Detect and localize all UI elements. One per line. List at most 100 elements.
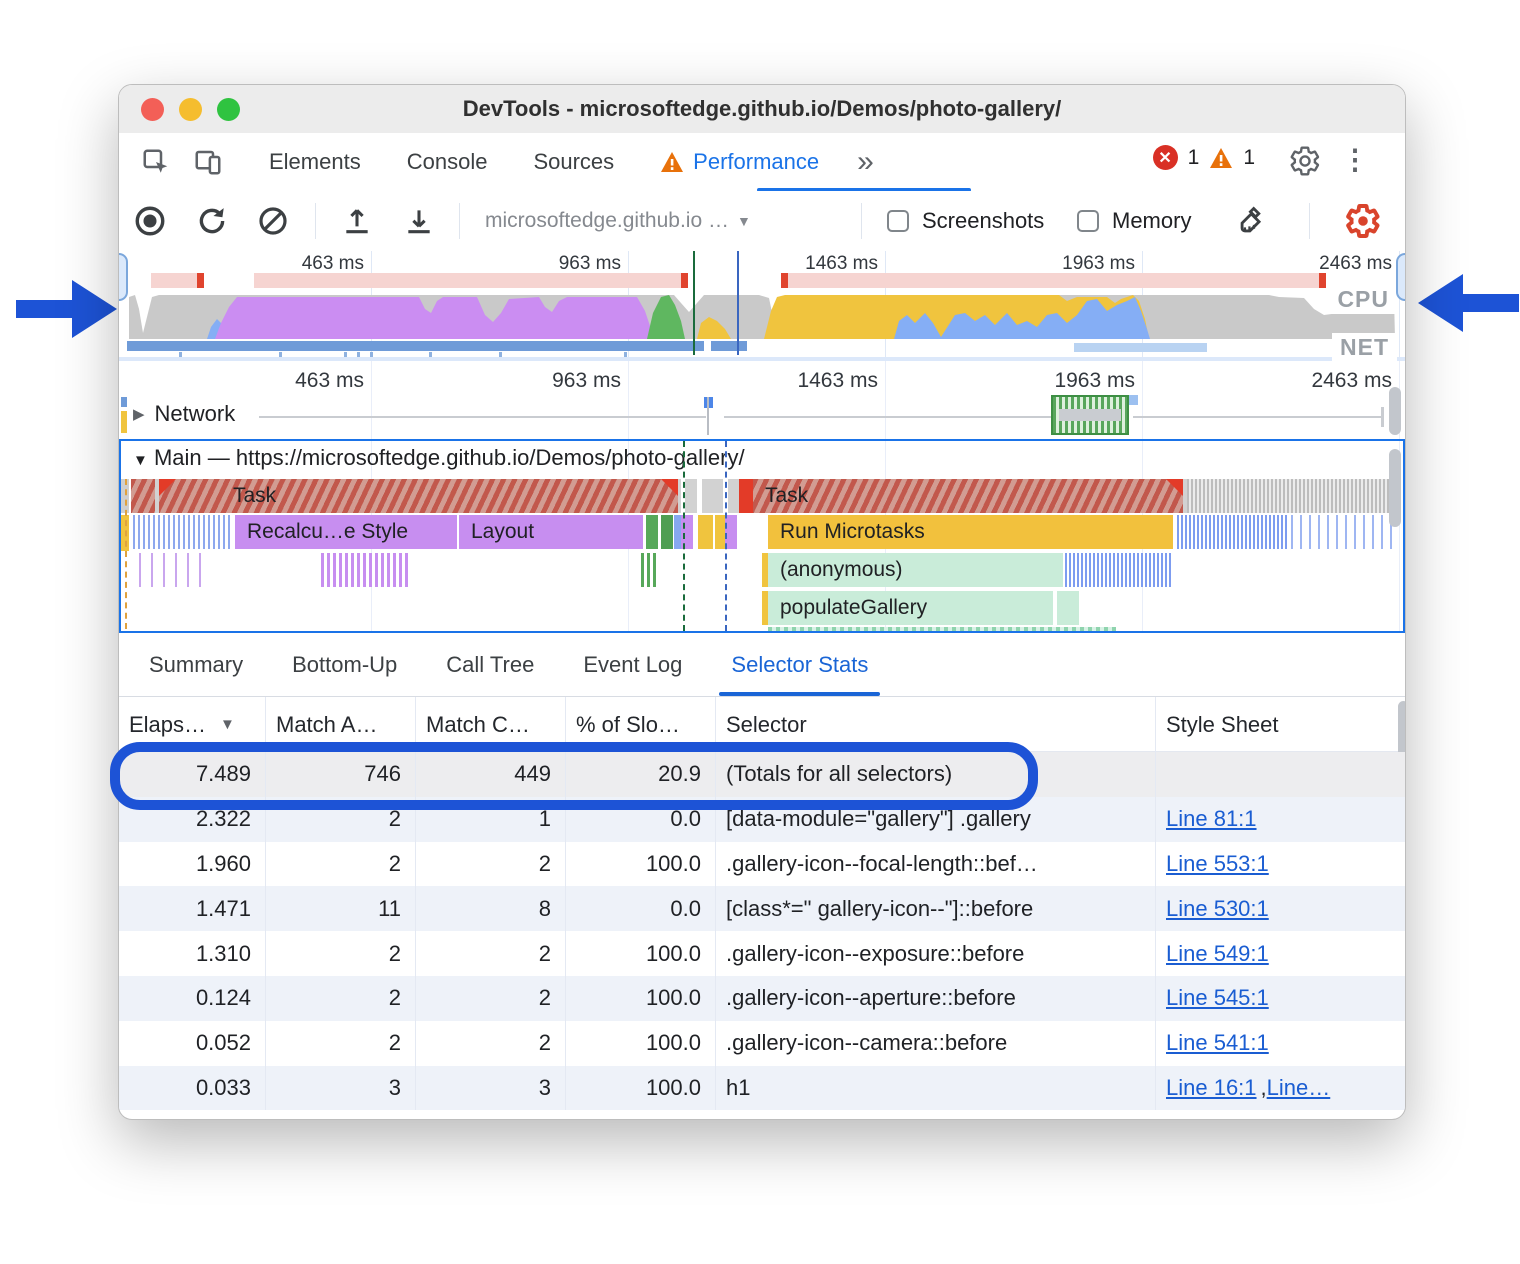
col-header-elapsed[interactable]: Elaps… ▼	[119, 697, 266, 752]
main-thread-header[interactable]: ▼ Main — https://microsoftedge.github.io…	[133, 445, 745, 471]
inspect-element-icon[interactable]	[141, 147, 171, 177]
device-toolbar-icon[interactable]	[193, 147, 223, 177]
net-overview-bar	[127, 341, 704, 351]
main-scrollbar-thumb[interactable]	[1389, 449, 1401, 527]
network-scrollbar-thumb[interactable]	[1389, 387, 1401, 435]
history-select[interactable]: microsoftedge.github.io … ▼	[485, 191, 751, 251]
layout-bar[interactable]: Layout	[459, 515, 643, 549]
table-row[interactable]: 0.124 2 2 100.0 .gallery-icon--aperture:…	[119, 975, 1405, 1021]
run-microtasks-bar[interactable]: Run Microtasks	[768, 515, 1173, 549]
style-sheet-link[interactable]: Line…	[1266, 1074, 1331, 1100]
table-scrollbar-thumb[interactable]	[1398, 701, 1405, 777]
network-request[interactable]	[1129, 395, 1138, 405]
collect-garbage-icon[interactable]	[1235, 204, 1269, 238]
table-row[interactable]: 2.322 2 1 0.0 [data-module="gallery"] .g…	[119, 796, 1405, 842]
style-sheet-link[interactable]: Line 545:1	[1166, 985, 1269, 1011]
minimize-window-button[interactable]	[179, 98, 202, 121]
collapse-triangle-icon[interactable]: ▶	[133, 406, 145, 423]
table-row[interactable]: 1.310 2 2 100.0 .gallery-icon--exposure:…	[119, 931, 1405, 976]
overview-right-handle[interactable]	[1396, 253, 1405, 301]
style-sheet-link[interactable]: Line 81:1	[1166, 806, 1257, 832]
col-header-label: Selector	[726, 711, 807, 737]
expand-triangle-icon[interactable]: ▼	[133, 452, 148, 469]
table-row[interactable]: 7.489 746 449 20.9 (Totals for all selec…	[119, 752, 1405, 797]
reload-record-icon[interactable]	[195, 204, 229, 238]
timeline-overview[interactable]: 463 ms 963 ms 1463 ms 1963 ms 2463 ms	[119, 251, 1405, 361]
call-row-sliver	[768, 627, 1116, 631]
long-task-bar[interactable]: Task	[159, 479, 678, 513]
cell-selector: [data-module="gallery"] .gallery	[716, 796, 1156, 842]
tab-call-tree[interactable]: Call Tree	[446, 651, 535, 677]
overview-left-handle[interactable]	[119, 253, 128, 301]
main-thread-section[interactable]: ▼ Main — https://microsoftedge.github.io…	[119, 439, 1405, 633]
long-task-bar[interactable]: Task	[753, 479, 1183, 513]
paint-bar[interactable]	[646, 515, 658, 549]
col-header-style-sheet[interactable]: Style Sheet	[1156, 697, 1396, 752]
style-sheet-link[interactable]: Line 549:1	[1166, 940, 1269, 966]
maximize-window-button[interactable]	[217, 98, 240, 121]
long-task-marker-bar[interactable]	[739, 479, 753, 513]
tab-elements[interactable]: Elements	[269, 149, 361, 174]
recalc-style-bar[interactable]: Recalcu…e Style	[235, 515, 457, 549]
close-window-button[interactable]	[141, 98, 164, 121]
paint-bar[interactable]	[661, 515, 673, 549]
style-sheet-link[interactable]: Line 541:1	[1166, 1030, 1269, 1056]
tab-event-log[interactable]: Event Log	[583, 651, 683, 677]
network-request[interactable]	[121, 397, 127, 407]
style-sheet-link[interactable]: Line 530:1	[1166, 895, 1269, 921]
network-request[interactable]	[121, 411, 127, 433]
menu-dots-icon[interactable]: ⋮	[1341, 144, 1369, 175]
network-track-header[interactable]: ▶ Network	[133, 401, 235, 427]
main-thread-url: Main — https://microsoftedge.github.io/D…	[153, 445, 745, 470]
table-row[interactable]: 0.052 2 2 100.0 .gallery-icon--camera::b…	[119, 1020, 1405, 1066]
tab-performance[interactable]: Performance	[660, 149, 819, 175]
cpu-activity-chart	[119, 251, 1405, 361]
tab-console[interactable]: Console	[406, 149, 488, 174]
screenshots-checkbox[interactable]	[887, 210, 909, 232]
capture-settings-gear-icon[interactable]	[1345, 203, 1381, 239]
link-separator: ,	[1260, 1074, 1267, 1100]
issue-badges[interactable]: ✕ 1 1	[1152, 145, 1255, 170]
history-select-value: microsoftedge.github.io …	[485, 209, 729, 232]
table-row[interactable]: 1.471 11 8 0.0 [class*=" gallery-icon--"…	[119, 886, 1405, 932]
load-profile-icon[interactable]	[341, 205, 373, 237]
micro-bar	[715, 515, 727, 549]
table-row[interactable]: 0.033 3 3 100.0 h1 Line 16:1 , Line…	[119, 1065, 1405, 1111]
long-task-bar[interactable]	[131, 479, 155, 513]
tab-bottom-up[interactable]: Bottom-Up	[292, 651, 398, 677]
run-microtasks-label: Run Microtasks	[780, 520, 925, 543]
call-bar[interactable]	[1057, 591, 1079, 625]
network-track-section[interactable]: 463 ms 963 ms 1463 ms 1963 ms 2463 ms ▶ …	[119, 361, 1405, 439]
table-row[interactable]: 1.960 2 2 100.0 .gallery-icon--focal-len…	[119, 841, 1405, 887]
cell-elapsed: 0.052	[119, 1020, 266, 1066]
cell-style-sheet: Line 545:1	[1156, 976, 1396, 1021]
style-sheet-link[interactable]: Line 16:1	[1166, 1074, 1257, 1100]
overview-tick-label: 1463 ms	[805, 253, 878, 274]
cell-slow-pct: 100.0	[566, 841, 716, 887]
style-sheet-link[interactable]: Line 553:1	[1166, 850, 1269, 876]
clear-icon[interactable]	[257, 205, 289, 237]
long-task-strip	[254, 273, 681, 288]
cell-selector: (Totals for all selectors)	[716, 752, 1156, 797]
anonymous-fn-bar[interactable]: (anonymous)	[768, 553, 1063, 587]
tab-sources[interactable]: Sources	[533, 149, 615, 174]
ruler-tick-label: 463 ms	[295, 369, 364, 392]
col-header-slow-pct[interactable]: % of Slo…	[566, 697, 716, 752]
tab-selector-stats[interactable]: Selector Stats	[719, 633, 881, 696]
cell-match-count: 2	[416, 931, 566, 976]
col-header-match-attempts[interactable]: Match A…	[266, 697, 416, 752]
tab-summary[interactable]: Summary	[149, 651, 244, 677]
ruler-tick-label: 963 ms	[552, 369, 621, 392]
memory-checkbox[interactable]	[1077, 210, 1099, 232]
settings-gear-icon[interactable]	[1289, 145, 1321, 177]
col-header-selector[interactable]: Selector	[716, 697, 1156, 752]
cell-style-sheet: Line 16:1 , Line…	[1156, 1066, 1396, 1111]
save-profile-icon[interactable]	[403, 205, 435, 237]
col-header-match-count[interactable]: Match C…	[416, 697, 566, 752]
populate-gallery-bar[interactable]: populateGallery	[768, 591, 1053, 625]
more-tabs-chevron[interactable]: »	[857, 145, 874, 178]
selector-stats-rows: 7.489 746 449 20.9 (Totals for all selec…	[119, 752, 1405, 1111]
record-icon[interactable]	[133, 204, 167, 238]
performance-toolbar: microsoftedge.github.io … ▼ Screenshots …	[119, 191, 1405, 252]
col-header-label: Match A…	[276, 711, 378, 737]
